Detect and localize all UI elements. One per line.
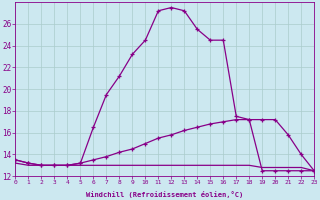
X-axis label: Windchill (Refroidissement éolien,°C): Windchill (Refroidissement éolien,°C) [86,191,244,198]
